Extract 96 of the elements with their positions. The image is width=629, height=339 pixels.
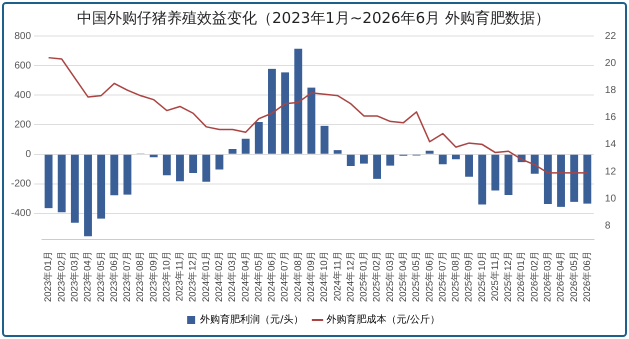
x-tick-label: 2024年07月 — [278, 250, 291, 302]
bar — [570, 154, 578, 202]
x-tick-label: 2023年11月 — [174, 250, 186, 302]
y2-tick-label: 18 — [604, 84, 616, 96]
bar — [294, 48, 302, 154]
bar — [504, 154, 512, 195]
bar — [281, 72, 290, 154]
x-tick-label: 2025年03月 — [384, 250, 396, 302]
x-tick-label: 2023年04月 — [82, 250, 94, 302]
x-tick-label: 2025年07月 — [436, 250, 448, 302]
bar — [242, 138, 250, 154]
x-tick-label: 2026年06月 — [580, 250, 593, 302]
bar — [360, 154, 368, 164]
bar — [189, 154, 198, 174]
bar — [228, 148, 236, 154]
y-tick-label: 400 — [14, 90, 32, 101]
bar — [58, 154, 66, 212]
bar — [215, 154, 224, 170]
x-tick-label: 2024年04月 — [239, 250, 252, 302]
bar — [123, 154, 132, 195]
x-tick-label: 2024年12月 — [344, 250, 356, 302]
x-tick-label: 2024年01月 — [200, 250, 212, 302]
bar — [438, 154, 447, 164]
x-tick-label: 2024年11月 — [331, 250, 344, 302]
bar — [70, 154, 79, 223]
bar — [557, 154, 565, 207]
legend-label: 外购育肥利润（元/头） — [200, 314, 304, 326]
x-tick-label: 2025年06月 — [423, 250, 436, 302]
x-tick-label: 2023年09月 — [147, 250, 160, 302]
x-tick-label: 2023年12月 — [186, 250, 199, 302]
x-tick-label: 2025年09月 — [462, 250, 475, 302]
y-tick-label: -200 — [11, 178, 32, 190]
y-tick-label: -400 — [11, 208, 32, 220]
bar — [373, 154, 382, 179]
bar — [426, 150, 434, 154]
x-tick-label: 2024年08月 — [292, 250, 304, 302]
bar — [334, 150, 342, 154]
bar — [386, 154, 394, 166]
x-tick-label: 2025年02月 — [370, 250, 383, 302]
x-tick-label: 2023年02月 — [55, 250, 68, 302]
x-tick-label: 2026年04月 — [554, 250, 567, 302]
bar — [202, 154, 210, 182]
x-tick-label: 2024年09月 — [305, 250, 317, 302]
bar — [176, 154, 184, 182]
bar — [544, 154, 552, 204]
x-tick-label: 2024年06月 — [266, 250, 278, 302]
x-tick-label: 2024年05月 — [252, 250, 264, 302]
bar — [268, 68, 276, 154]
bar — [254, 122, 263, 154]
x-tick-label: 2024年03月 — [226, 250, 238, 302]
y2-tick-label: 16 — [604, 112, 616, 124]
x-tick-label: 2023年10月 — [160, 250, 172, 302]
bar — [44, 154, 53, 208]
x-tick-label: 2025年08月 — [450, 250, 462, 302]
x-tick-label: 2026年02月 — [528, 250, 540, 302]
y-tick-label: 0 — [25, 149, 32, 160]
y2-tick-label: 14 — [604, 139, 616, 150]
y2-tick-label: 12 — [604, 166, 616, 178]
y-tick-label: 800 — [14, 30, 32, 42]
y2-tick-label: 10 — [604, 193, 616, 204]
x-tick-label: 2023年06月 — [108, 250, 120, 302]
x-tick-label: 2025年05月 — [410, 250, 422, 302]
bar — [162, 154, 171, 176]
bar — [478, 154, 486, 205]
x-tick-label: 2023年07月 — [121, 250, 134, 302]
x-tick-label: 2023年03月 — [68, 250, 80, 302]
y-tick-label: 600 — [14, 60, 32, 72]
bar — [110, 154, 118, 196]
bar — [84, 154, 92, 236]
bar — [491, 154, 500, 191]
x-tick-label: 2023年05月 — [94, 250, 107, 302]
x-tick-label: 2026年05月 — [568, 250, 580, 302]
x-tick-label: 2025年04月 — [396, 250, 409, 302]
y2-tick-label: 22 — [604, 30, 616, 42]
x-tick-label: 2023年08月 — [134, 250, 146, 302]
x-tick-label: 2025年01月 — [358, 250, 370, 302]
bar — [452, 154, 460, 160]
x-tick-label: 2025年12月 — [502, 250, 514, 302]
x-tick-label: 2025年11月 — [488, 250, 501, 302]
bar — [346, 154, 355, 166]
x-tick-label: 2023年01月 — [42, 250, 54, 302]
y-tick-label: 200 — [14, 119, 32, 130]
bar — [97, 154, 106, 219]
chart-title: 中国外购仔猪养殖效益变化（2023年1月~2026年6月 外购育肥数据） — [77, 8, 550, 27]
x-tick-label: 2025年10月 — [476, 250, 488, 302]
y2-tick-label: 8 — [604, 220, 611, 232]
bar — [465, 154, 473, 177]
y2-tick-label: 20 — [604, 58, 616, 69]
legend-label: 外购育肥成本（元/公斤） — [326, 314, 440, 326]
x-tick-label: 2026年03月 — [542, 250, 554, 302]
x-tick-label: 2024年10月 — [318, 250, 330, 302]
x-tick-label: 2026年01月 — [515, 250, 528, 302]
bar — [320, 126, 328, 154]
x-tick-label: 2024年02月 — [213, 250, 226, 302]
bar — [307, 88, 316, 154]
bar — [583, 154, 592, 204]
